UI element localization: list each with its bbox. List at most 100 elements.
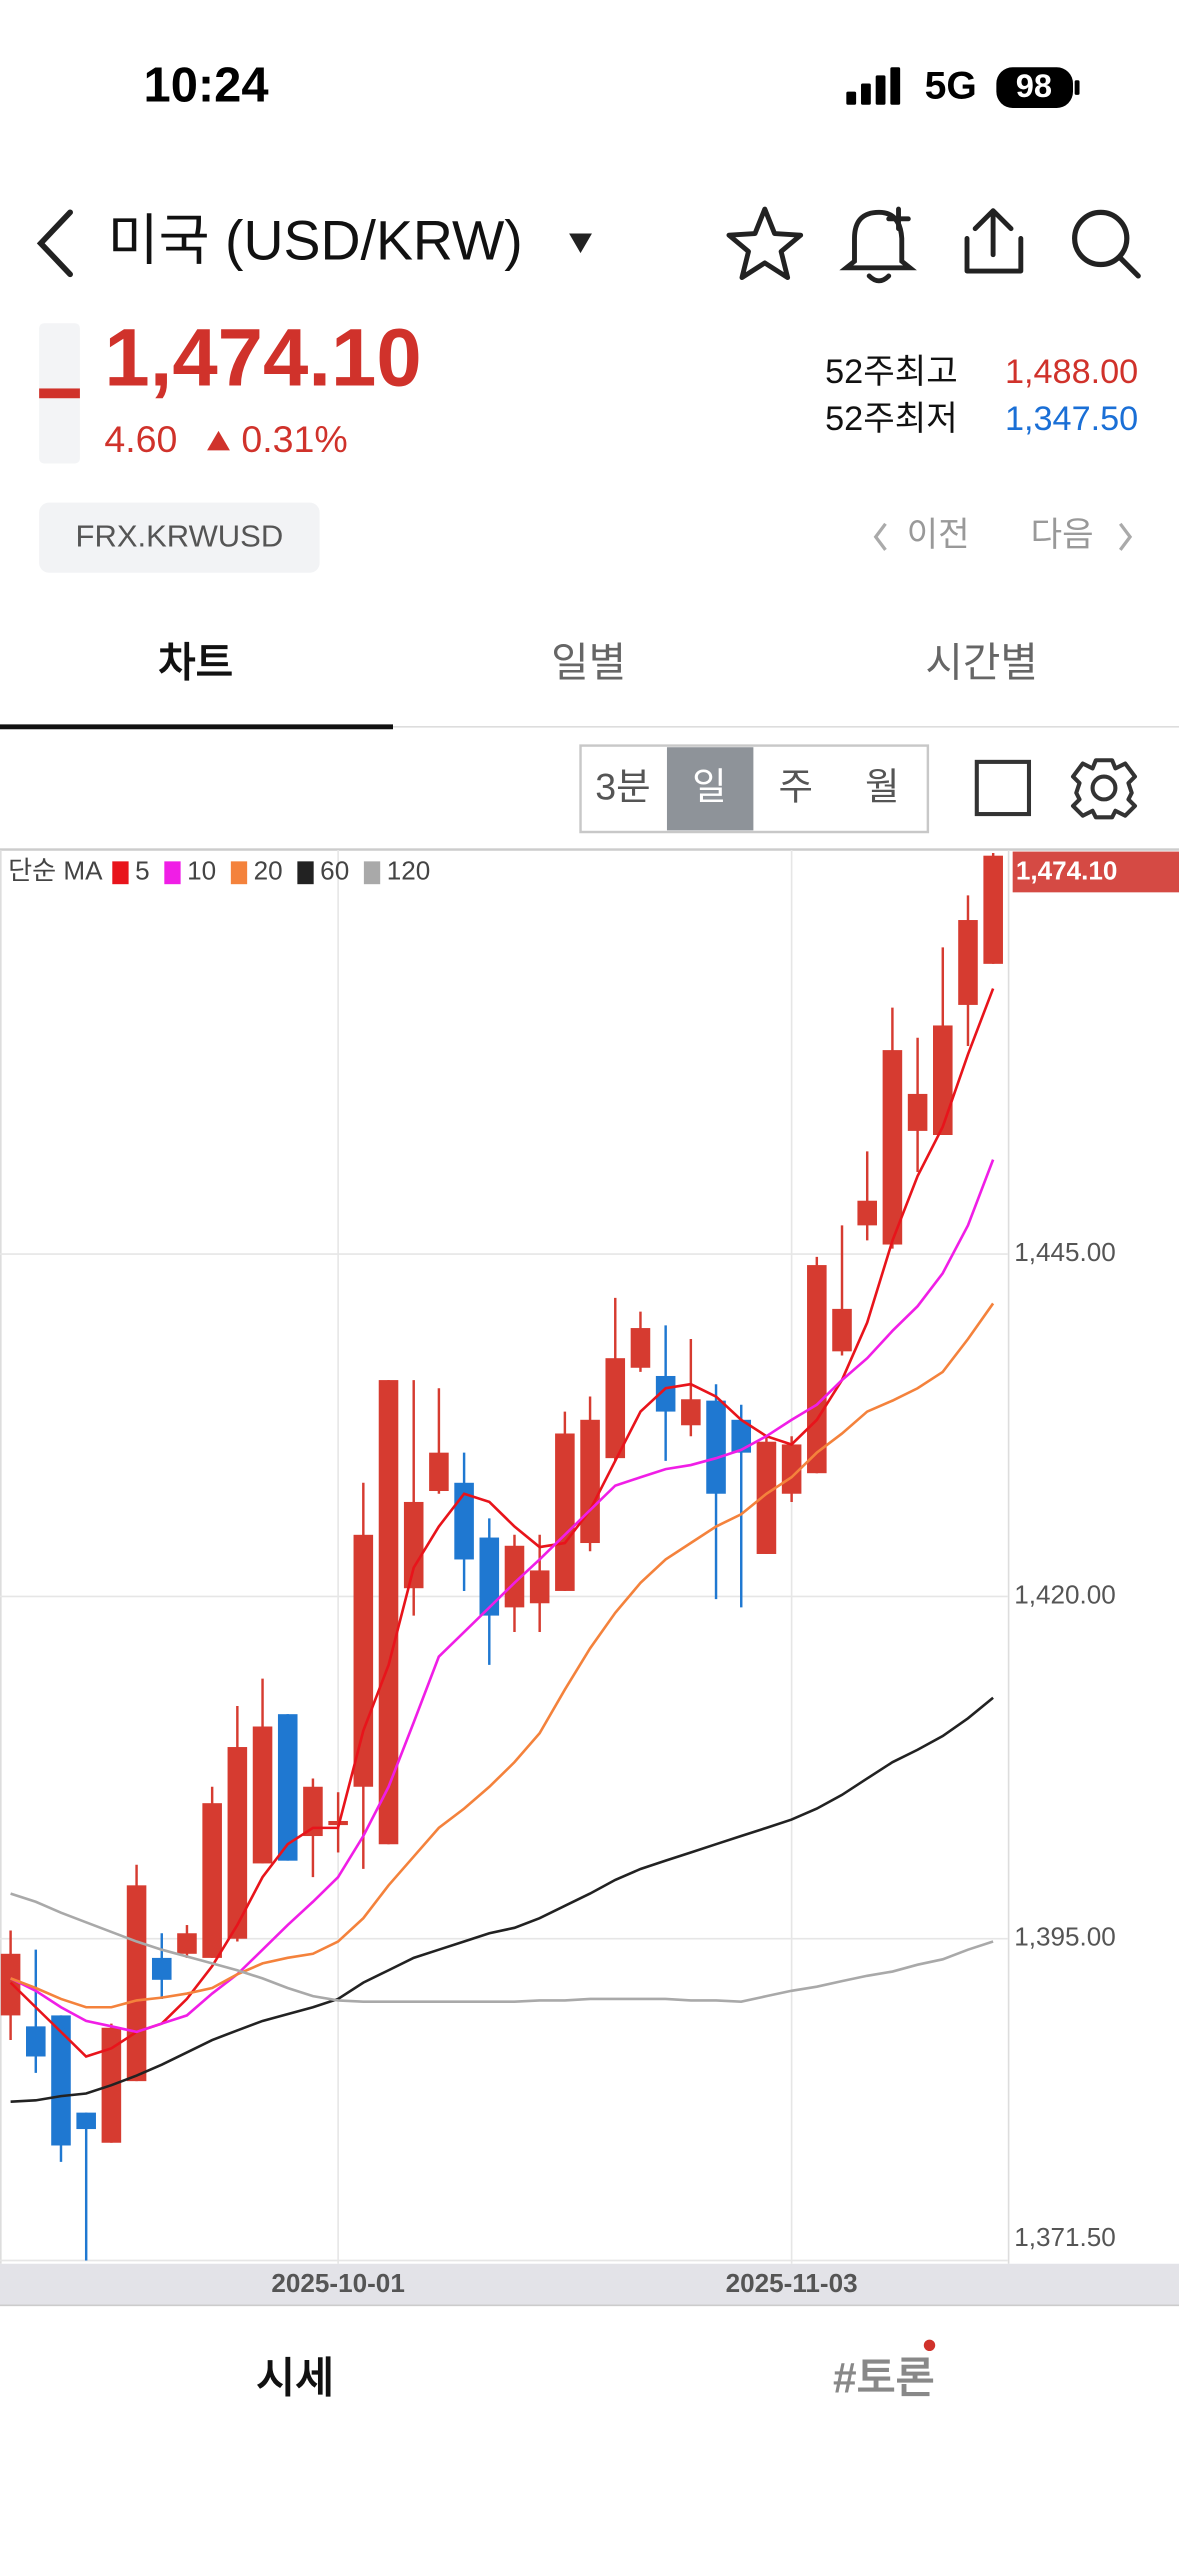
chart-right-border — [1007, 849, 1010, 2264]
legend-swatch — [112, 861, 129, 885]
battery-icon — [996, 67, 1074, 108]
legend-swatch — [363, 861, 381, 885]
fullscreen-button[interactable] — [974, 759, 1032, 817]
candle-body — [429, 1452, 449, 1491]
up-triangle — [207, 430, 230, 451]
next-button[interactable]: 다음 — [1031, 516, 1094, 554]
chart-left-border — [0, 849, 2, 2264]
candle-body — [378, 1380, 399, 1845]
candle-body — [177, 1933, 197, 1954]
dropdown-icon[interactable] — [569, 233, 592, 254]
ma-line — [10, 1159, 995, 2034]
legend-label: 20 — [254, 856, 283, 886]
candle-body — [555, 1433, 575, 1591]
tab[interactable]: 일별 — [551, 639, 626, 685]
tab-indicator — [0, 724, 393, 730]
candle-body — [655, 1375, 676, 1412]
period-button[interactable]: 월 — [865, 766, 900, 808]
tab[interactable]: 시간별 — [925, 639, 1037, 685]
candle-body — [933, 1025, 953, 1135]
battery-level: 98 — [1016, 67, 1052, 104]
ma-line — [10, 1892, 994, 2004]
legend-title: 단순 MA — [8, 856, 103, 886]
x-tick-label: 2025-10-01 — [271, 2268, 404, 2298]
candle-body — [807, 1265, 827, 1474]
candle-body — [227, 1747, 248, 1939]
candle-body — [504, 1545, 525, 1608]
candle-body — [0, 1953, 21, 2016]
alert-button[interactable] — [839, 206, 917, 284]
candle-body — [756, 1441, 777, 1554]
price-tag — [1012, 851, 1179, 893]
candle-body — [529, 1570, 550, 1604]
bottom-tab[interactable]: 시세 — [256, 2354, 334, 2401]
candle-body — [681, 1399, 701, 1426]
bottom-tab[interactable]: #토론 — [833, 2354, 935, 2401]
code-chip — [39, 502, 320, 573]
share-button[interactable] — [964, 208, 1024, 274]
candle-body — [353, 1534, 374, 1787]
ma-line — [10, 1696, 994, 2103]
candle-body — [731, 1419, 752, 1453]
prev-arrow[interactable] — [873, 522, 887, 551]
tab[interactable]: 차트 — [158, 639, 233, 685]
settings-button[interactable] — [1070, 758, 1138, 820]
candle-body — [983, 855, 1003, 964]
candle-body — [51, 2015, 71, 2146]
candle-body — [479, 1537, 500, 1616]
candle-body — [26, 2026, 46, 2057]
period-button[interactable]: 일 — [692, 766, 727, 808]
legend-label: 10 — [187, 856, 216, 886]
legend-swatch — [230, 861, 248, 885]
x-axis-band — [0, 2263, 1179, 2305]
next-arrow[interactable] — [1118, 522, 1133, 551]
candle-body — [151, 1957, 172, 1980]
chart: 1,371.50 1,395.00 1,420.00 1,445.00 2025-10-… — [0, 849, 1179, 2298]
legend-swatch — [164, 861, 181, 885]
back-button[interactable] — [36, 209, 73, 278]
high-52w-label: 52주최고 — [825, 353, 958, 391]
tab-divider — [0, 726, 1179, 728]
candle-body — [907, 1093, 928, 1131]
title[interactable]: 미국 (USD/KRW) — [108, 210, 523, 272]
candle-body — [605, 1358, 626, 1459]
period-selected — [666, 747, 754, 831]
candle-body — [706, 1400, 726, 1494]
high-52w: 1,488.00 — [1005, 353, 1138, 391]
ma-line — [9, 988, 995, 2058]
clock: 10:24 — [144, 58, 269, 112]
legend-swatch — [297, 861, 314, 885]
change-pct: 0.31% — [241, 418, 347, 460]
y-tick-label: 1,445.00 — [1014, 1237, 1116, 1267]
legend-label: 5 — [135, 856, 150, 886]
search-button[interactable] — [1072, 209, 1141, 279]
favorite-button[interactable] — [726, 206, 804, 281]
y-tick-label: 1,395.00 — [1014, 1922, 1116, 1952]
legend-label: 60 — [320, 856, 349, 886]
candle-body — [580, 1419, 600, 1544]
y-tick-label: 1,420.00 — [1014, 1579, 1116, 1609]
low-52w: 1,347.50 — [1005, 400, 1138, 438]
candle-body — [252, 1726, 273, 1864]
period-group — [579, 744, 930, 834]
price: 1,474.10 — [104, 313, 421, 404]
period-button[interactable]: 3분 — [595, 766, 650, 808]
candle-body — [202, 1803, 222, 1958]
battery-cap — [1074, 80, 1080, 95]
legend-label: 120 — [387, 856, 431, 886]
low-52w-label: 52주최저 — [825, 400, 958, 438]
y-tick-label: 1,371.50 — [1014, 2222, 1116, 2252]
candle-body — [126, 1885, 147, 2082]
price-flag — [39, 388, 80, 399]
candle-body — [832, 1308, 852, 1352]
new-dot — [923, 2339, 936, 2352]
change: 4.60 — [104, 418, 177, 460]
period-button[interactable]: 주 — [779, 766, 814, 808]
price-tag-label: 1,474.10 — [1016, 856, 1118, 886]
candle-body — [958, 920, 978, 1005]
chart-top-border — [0, 848, 1179, 851]
prev-button[interactable]: 이전 — [907, 516, 970, 554]
network: 5G — [925, 65, 977, 108]
